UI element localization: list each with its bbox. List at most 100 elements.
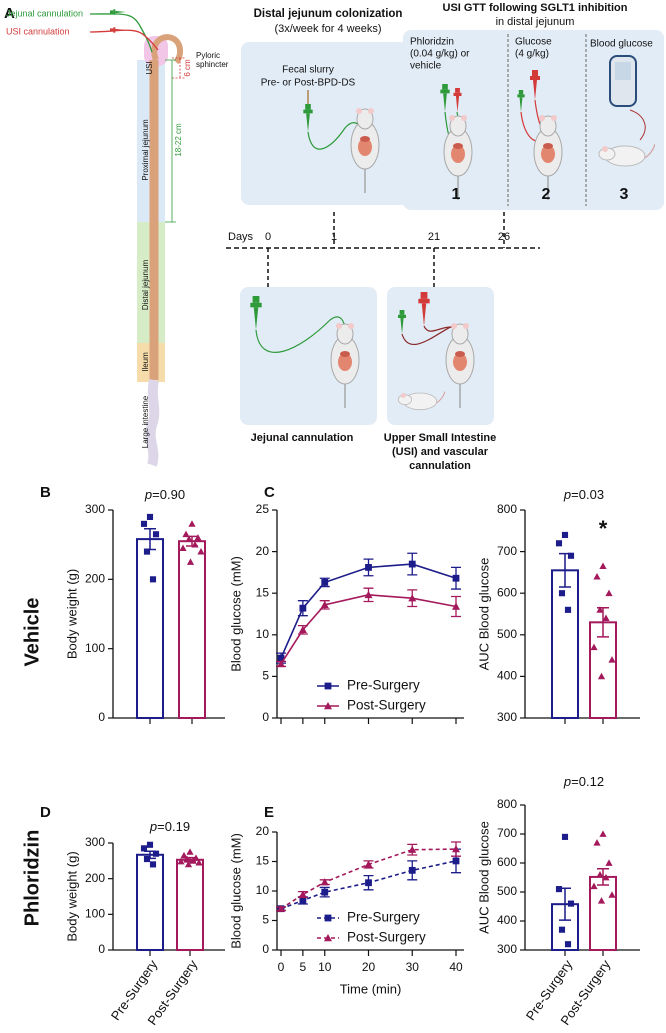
timeline-connector: [267, 212, 505, 287]
data-point: [299, 604, 307, 612]
bar: [178, 540, 206, 720]
data-point: [567, 552, 575, 559]
y-tick-label: 20: [256, 824, 270, 838]
y-tick-label: 100: [85, 641, 105, 655]
data-point: [298, 625, 307, 634]
segment-label: Large intestine: [141, 395, 150, 448]
box-text: Pre- or Post-BPD-DS: [261, 78, 356, 89]
x-tick-label: 40: [449, 960, 463, 974]
data-point: [597, 672, 606, 680]
y-axis-label: Body weight (g): [64, 851, 79, 941]
y-tick-label: 15: [256, 854, 270, 868]
data-point: [321, 888, 329, 896]
data-point: [364, 860, 373, 868]
data-point: [152, 531, 160, 538]
panel-letter: E: [264, 804, 274, 821]
data-point: [188, 520, 196, 527]
bar: [551, 569, 579, 719]
data-point: [299, 897, 307, 904]
data-point: [452, 857, 460, 865]
data-point: [149, 576, 157, 583]
data-point: [185, 535, 193, 542]
data-point: [452, 574, 460, 582]
data-point: [195, 859, 203, 866]
catheter-line: [629, 109, 646, 141]
row-label: Phloridzin: [21, 830, 43, 927]
data-point: [152, 850, 160, 857]
panel-letter: A: [4, 5, 15, 22]
y-tick-label: 15: [256, 585, 270, 599]
data-point: [180, 851, 188, 859]
diagram-label: USI cannulation: [6, 26, 70, 36]
cannula-icon: [110, 27, 126, 33]
data-point: [608, 891, 616, 898]
y-tick-label: 5: [262, 669, 269, 683]
diagram-label: 18-22 cm: [174, 123, 183, 157]
data-point: [555, 540, 563, 547]
y-tick-label: 300: [497, 710, 517, 724]
y-axis-label: AUC Blood glucose: [476, 821, 491, 934]
data-point: [596, 606, 604, 613]
x-tick-label: 20: [362, 960, 376, 974]
intestine-diagram: [89, 9, 185, 467]
y-tick-label: 200: [85, 871, 105, 885]
data-point: [365, 564, 372, 571]
data-point: [298, 890, 307, 898]
y-axis-label: Body weight (g): [64, 569, 79, 659]
data-point: [179, 544, 187, 552]
box-text: (0.04 g/kg) or: [410, 49, 470, 60]
data-point: [555, 886, 563, 893]
data-point: [149, 861, 157, 868]
y-axis-label: Blood glucose (mM): [228, 833, 243, 949]
data-point: [558, 926, 566, 933]
data-point: [408, 866, 416, 874]
y-tick-label: 200: [85, 572, 105, 586]
data-point: [277, 904, 285, 912]
box-caption: Upper Small Intestine: [384, 432, 496, 444]
segment-label: Proximal jejunum: [141, 119, 150, 181]
y-tick-label: 600: [497, 585, 517, 599]
data-point: [177, 857, 185, 865]
step-number: 2: [542, 186, 551, 203]
data-point: [567, 900, 575, 907]
data-point: [408, 594, 417, 602]
box-text: (4 g/kg): [515, 49, 549, 60]
y-tick-label: 600: [497, 855, 517, 869]
panel-letter: B: [40, 484, 51, 501]
large-intestine: [145, 379, 160, 467]
y-tick-label: 20: [256, 544, 270, 558]
data-point: [184, 860, 193, 868]
y-tick-label: 700: [497, 544, 517, 558]
diagram-label: 6 cm: [183, 59, 192, 77]
y-tick-label: 400: [497, 669, 517, 683]
legend-label: Post-Surgery: [347, 698, 426, 713]
y-tick-label: 800: [497, 502, 517, 516]
y-tick-label: 700: [497, 826, 517, 840]
data-point: [320, 878, 329, 886]
catheter-line: [89, 13, 153, 53]
row-label: Vehicle: [21, 598, 43, 667]
y-tick-label: 10: [256, 883, 270, 897]
data-point: [146, 513, 154, 520]
x-tick-label: 5: [300, 960, 307, 974]
bar: [589, 621, 617, 720]
step-box: [387, 287, 494, 425]
legend-marker: [324, 934, 332, 942]
p-value: p=0.03: [563, 487, 604, 502]
y-tick-label: 0: [262, 710, 269, 724]
x-tick-label: 0: [278, 960, 285, 974]
y-tick-label: 500: [497, 627, 517, 641]
data-point: [599, 830, 607, 837]
data-point: [593, 839, 601, 846]
data-line: [280, 594, 457, 665]
x-tick-label: 30: [406, 960, 420, 974]
day-label: 21: [428, 231, 440, 243]
box-caption: cannulation: [409, 460, 471, 472]
data-point: [191, 541, 199, 548]
data-point: [192, 854, 200, 861]
legend-marker: [324, 702, 332, 710]
day-label: 0: [265, 231, 271, 243]
glucometer-screen: [615, 62, 631, 80]
data-point: [146, 841, 154, 848]
